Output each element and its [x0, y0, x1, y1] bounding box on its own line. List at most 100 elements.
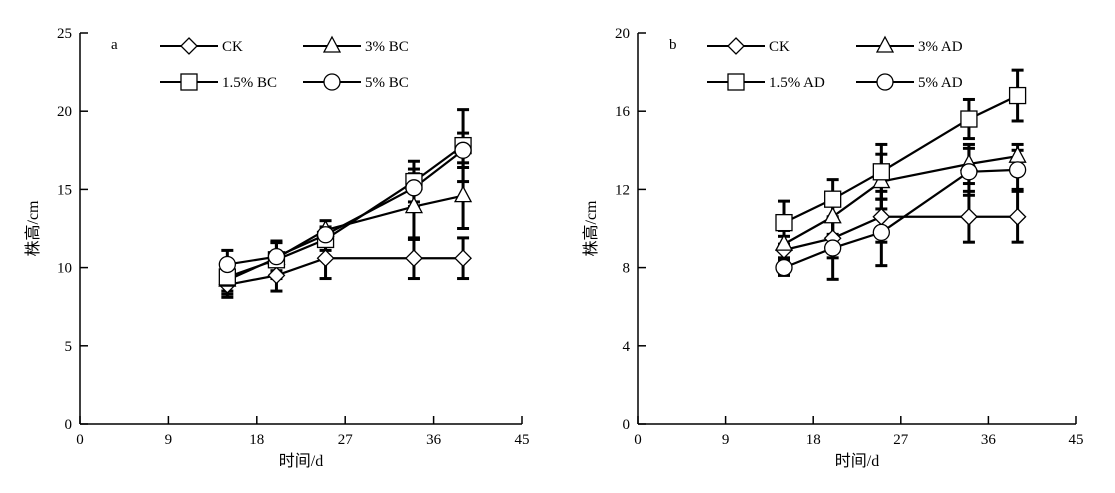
legend-item: 3% AD	[856, 35, 963, 55]
series-markers-square	[775, 86, 1027, 232]
data-point	[454, 249, 472, 268]
data-point	[218, 255, 236, 274]
legend-label: 1.5% AD	[769, 75, 825, 91]
legend-item: CK	[160, 37, 243, 55]
data-point	[960, 110, 978, 128]
series-line	[226, 194, 464, 282]
x-axis-label: 时间/d	[279, 452, 323, 470]
y-axis-label: 株高/cm	[24, 200, 42, 257]
x-tick-label: 45	[1069, 432, 1084, 448]
series-line	[783, 215, 1018, 252]
legend-marker-square	[727, 73, 745, 91]
data-point	[1008, 161, 1027, 179]
x-axis-label: 时间/d	[835, 452, 879, 470]
data-point	[405, 179, 423, 197]
data-point	[775, 258, 793, 277]
series-line	[783, 155, 1018, 246]
legend-label: CK	[769, 39, 790, 55]
legend-item: CK	[707, 37, 790, 55]
data-point	[316, 226, 335, 244]
data-point	[872, 207, 891, 226]
panel-letter: b	[669, 37, 677, 53]
series-markers-circle	[218, 141, 472, 274]
y-tick-label: 20	[615, 26, 630, 42]
legend-item: 3% BC	[303, 35, 409, 55]
legend-marker-square	[180, 73, 198, 91]
data-point	[316, 249, 335, 268]
series-line	[227, 257, 464, 286]
legend-label: 3% BC	[365, 39, 409, 55]
legend-marker-circle	[876, 73, 894, 91]
x-tick-label: 0	[634, 432, 642, 448]
y-tick-label: 12	[615, 182, 630, 198]
legend-label: 1.5% BC	[222, 75, 277, 91]
panel-letter: a	[111, 37, 118, 53]
chart-panel-b: 0 4 8 12 16 20 0 9 18 27 36 45 时间/d 株高/cm b CK 3% AD 1.5%…	[582, 26, 1084, 470]
data-point	[872, 163, 890, 181]
x-tick-label: 27	[338, 432, 354, 448]
x-tick-label: 0	[76, 432, 84, 448]
series-square	[221, 108, 470, 293]
series-diamond	[221, 236, 470, 299]
series-line	[227, 149, 464, 266]
data-point	[453, 185, 473, 203]
data-point	[775, 213, 793, 232]
data-point	[960, 163, 978, 181]
data-point	[872, 223, 890, 242]
series-markers-triangle	[774, 145, 1027, 251]
series-line	[783, 168, 1018, 269]
data-point	[824, 239, 842, 257]
data-point	[454, 141, 472, 159]
data-point	[823, 206, 842, 224]
x-tick-label: 45	[515, 432, 530, 448]
legend-item: 1.5% BC	[160, 73, 277, 91]
x-tick-label: 27	[893, 432, 909, 448]
x-tick-label: 36	[426, 432, 442, 448]
data-point	[1008, 86, 1027, 105]
x-tick-label: 36	[981, 432, 997, 448]
data-point	[405, 249, 423, 268]
series-line	[783, 94, 1019, 224]
series-circle	[221, 131, 470, 281]
legend-label: 5% AD	[918, 75, 963, 91]
y-axis-label: 株高/cm	[582, 200, 600, 257]
legend-marker-triangle	[322, 35, 342, 53]
y-tick-label: 5	[65, 339, 73, 355]
legend-marker-diamond	[180, 37, 198, 55]
data-point	[267, 266, 286, 285]
x-tick-label: 18	[249, 432, 264, 448]
y-tick-label: 25	[57, 26, 72, 42]
y-tick-label: 8	[623, 261, 631, 277]
legend-label: CK	[222, 39, 243, 55]
series-triangle	[221, 161, 470, 296]
y-tick-label: 4	[623, 339, 631, 355]
series-markers-circle	[775, 161, 1027, 277]
data-point	[824, 190, 842, 208]
legend-marker-diamond	[727, 37, 745, 55]
x-tick-label: 9	[722, 432, 730, 448]
y-tick-label: 15	[57, 182, 72, 198]
legend-marker-circle	[323, 73, 341, 91]
legend-item: 1.5% AD	[707, 73, 825, 91]
y-tick-label: 16	[615, 104, 631, 120]
data-point	[1008, 207, 1027, 226]
legend-label: 3% AD	[918, 39, 963, 55]
x-tick-label: 9	[165, 432, 173, 448]
x-tick-label: 18	[806, 432, 821, 448]
legend-item: 5% AD	[856, 73, 963, 91]
legend: CK 3% BC 1.5% BC 5% BC	[160, 35, 409, 91]
data-point	[404, 196, 424, 214]
series-circle	[778, 146, 1024, 281]
legend-marker-triangle	[875, 35, 895, 53]
data-point	[774, 233, 794, 251]
data-point	[267, 248, 286, 266]
series-markers-square	[218, 136, 472, 286]
data-point	[960, 207, 978, 226]
series-markers-diamond	[218, 249, 472, 294]
y-tick-label: 10	[57, 261, 72, 277]
y-tick-label: 0	[623, 417, 631, 433]
series-triangle	[778, 142, 1024, 260]
chart-panel-a: 0 5 10 15 20 25 0 9 18 27 36 45 时间/d 株高/cm a CK 3% BC 1.5…	[24, 26, 530, 470]
y-tick-label: 0	[65, 417, 73, 433]
